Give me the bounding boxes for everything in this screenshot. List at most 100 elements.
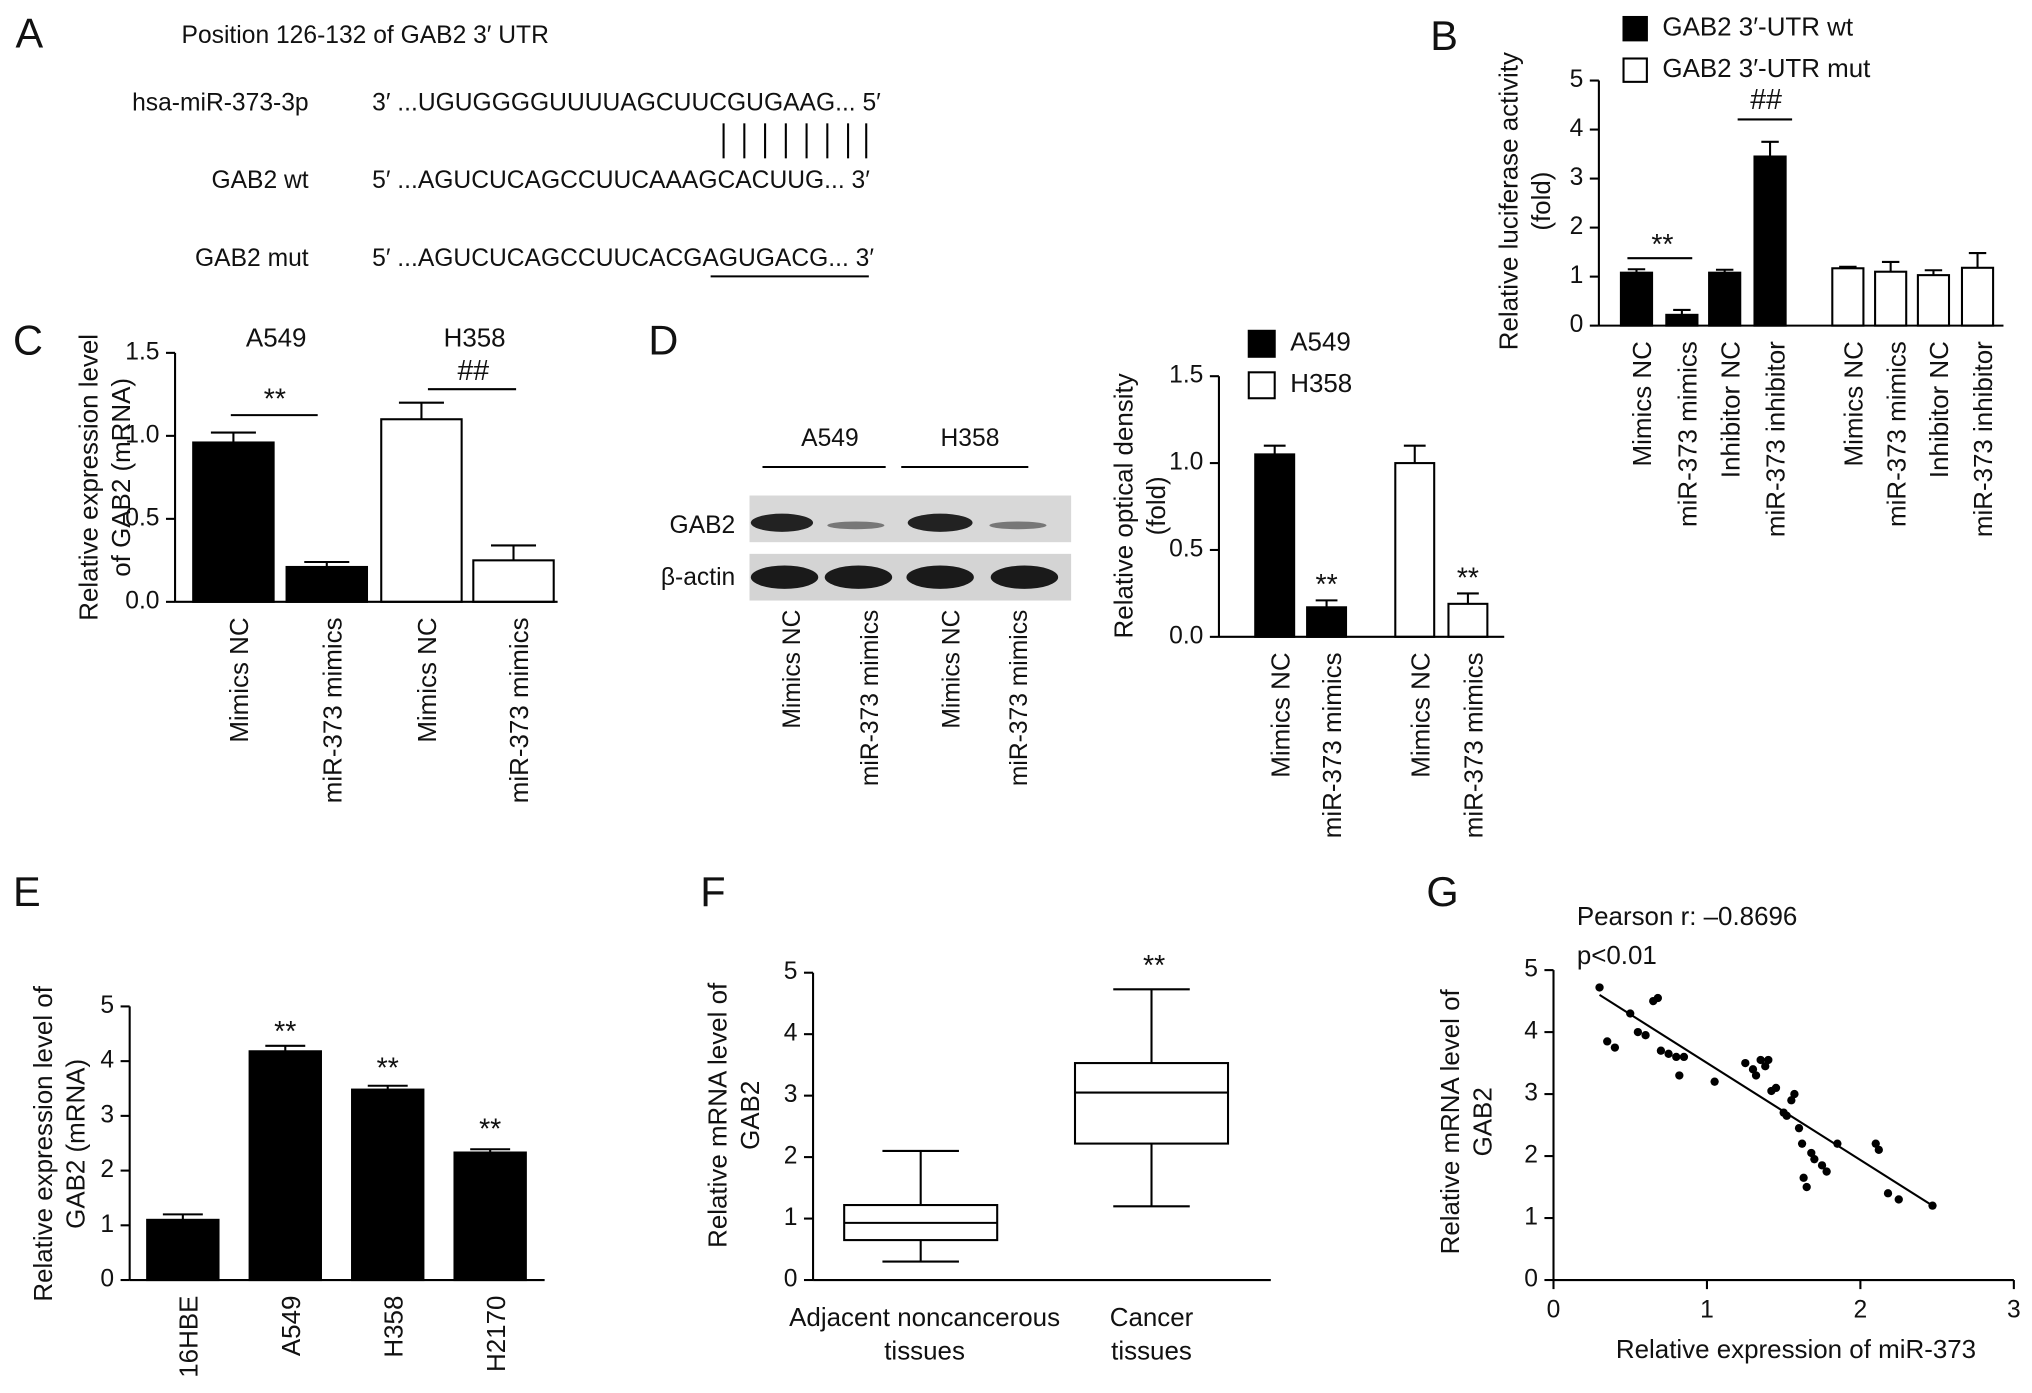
- x-tick-label: Inhibitor NC: [1717, 341, 1745, 478]
- y-tick-label: 1: [100, 1211, 114, 1238]
- y-tick-label: 1: [1570, 262, 1584, 289]
- y-axis-label: (fold): [1143, 476, 1171, 535]
- y-tick-label: 1.0: [1169, 449, 1203, 476]
- y-axis-label: GAB2: [1470, 1087, 1498, 1156]
- x-tick-label: tissues: [1111, 1337, 1192, 1365]
- y-tick-label: 4: [784, 1020, 798, 1047]
- point: [1756, 1055, 1765, 1065]
- y-tick-label: 4: [100, 1047, 114, 1074]
- sequence-label: hsa-miR-373-3p: [132, 89, 309, 116]
- y-axis-label: Relative expression level of: [30, 985, 58, 1301]
- blot-row: β-actin: [661, 564, 735, 591]
- blot-group: H358: [941, 425, 1000, 452]
- sequence: 3′ ...UGUGGGGUUUUAGCUUCGUGAAG... 5′: [372, 89, 881, 116]
- point: [1610, 1043, 1620, 1052]
- point: [1787, 1096, 1796, 1105]
- y-axis-label: Relative mRNA level of: [1437, 989, 1465, 1255]
- point: [1603, 1037, 1612, 1046]
- point: [1664, 1049, 1673, 1058]
- point: [1679, 1052, 1689, 1062]
- error-bar: [1403, 444, 1426, 464]
- y-tick-label: 4: [1524, 1018, 1538, 1045]
- y-tick-label: 0.0: [125, 587, 159, 614]
- y-tick-label: 0: [1570, 311, 1584, 338]
- point: [1764, 1055, 1773, 1065]
- y-tick-label: 0.5: [125, 504, 159, 531]
- y-tick-label: 2: [1570, 213, 1584, 240]
- point: [1748, 1065, 1758, 1074]
- annotation: **: [377, 1052, 399, 1084]
- point: [1710, 1077, 1719, 1086]
- annotation: **: [1457, 562, 1479, 594]
- bar: [192, 441, 275, 603]
- error-bar: [1761, 140, 1779, 157]
- x-tick-label: Mimics NC: [226, 617, 254, 742]
- lane-label: miR-373 mimics: [1006, 610, 1033, 787]
- bar: [1394, 462, 1436, 638]
- legend-swatch: [1622, 15, 1648, 42]
- bar: [248, 1050, 322, 1282]
- y-tick-label: 2: [1524, 1142, 1538, 1169]
- bar: [453, 1151, 527, 1282]
- point: [1797, 1139, 1807, 1148]
- bar: [380, 418, 463, 603]
- x-tick-label: miR-373 mimics: [1319, 652, 1347, 838]
- x-tick-label: miR-373 mimics: [1883, 341, 1911, 527]
- y-tick-label: 5: [784, 958, 798, 985]
- error-bar: [1881, 260, 1900, 272]
- x-tick-label: H2170: [483, 1296, 511, 1372]
- x-tick-label: Inhibitor NC: [1926, 341, 1954, 478]
- sequence-label: GAB2 wt: [211, 167, 308, 194]
- group-label: A549: [246, 325, 307, 353]
- bar: [1254, 453, 1296, 638]
- point: [1822, 1167, 1831, 1176]
- y-tick-label: 3: [1524, 1080, 1538, 1107]
- point: [1656, 1046, 1666, 1055]
- y-axis-label: GAB2 (mRNA): [63, 1059, 91, 1229]
- lane-label: miR-373 mimics: [857, 610, 884, 787]
- bar: [1753, 155, 1787, 327]
- annotation: **: [479, 1113, 501, 1145]
- x-tick-label: tissues: [884, 1337, 965, 1365]
- legend-label: H358: [1290, 370, 1352, 398]
- x-tick-label: 3: [2007, 1297, 2021, 1324]
- x-tick-label: A549: [278, 1296, 306, 1357]
- x-tick-label: Mimics NC: [1840, 341, 1868, 466]
- point: [1874, 1145, 1883, 1155]
- y-tick-label: 5: [1524, 956, 1538, 983]
- bar: [1708, 271, 1742, 327]
- y-tick-label: 1.5: [1169, 362, 1203, 389]
- y-axis-label: Relative optical density: [1110, 373, 1138, 638]
- point: [1894, 1195, 1903, 1204]
- bar: [1960, 266, 1995, 327]
- x-tick-label: 16HBE: [175, 1296, 203, 1378]
- y-tick-label: 2: [784, 1143, 798, 1170]
- error-bar: [1315, 599, 1338, 608]
- y-axis-label: Relative mRNA level of: [705, 982, 733, 1248]
- blot-row: GAB2: [670, 512, 736, 539]
- point: [1810, 1155, 1819, 1164]
- point: [1771, 1083, 1781, 1093]
- x-tick-label: Mimics NC: [1267, 652, 1295, 777]
- point: [1633, 1027, 1643, 1037]
- point: [1807, 1148, 1816, 1158]
- stat-text: p<0.01: [1577, 942, 1657, 970]
- y-axis-label: (fold): [1528, 172, 1556, 231]
- legend-swatch: [1247, 329, 1276, 358]
- y-tick-label: 3: [1570, 164, 1584, 191]
- legend-label: GAB2 3′-UTR wt: [1662, 14, 1853, 42]
- annotation: ##: [1750, 84, 1782, 116]
- bar: [1916, 274, 1951, 327]
- fit-line: [1598, 994, 1934, 1207]
- annotation: **: [1651, 229, 1673, 261]
- blot: [749, 495, 1072, 601]
- point: [1799, 1173, 1808, 1182]
- x-tick-label: Mimics NC: [414, 617, 442, 742]
- bar: [351, 1088, 425, 1282]
- box: [1073, 1062, 1230, 1145]
- lane-label: Mimics NC: [779, 610, 806, 729]
- y-tick-label: 1: [1524, 1204, 1538, 1231]
- panel-letter: E: [13, 868, 41, 915]
- annotation: **: [1315, 569, 1337, 601]
